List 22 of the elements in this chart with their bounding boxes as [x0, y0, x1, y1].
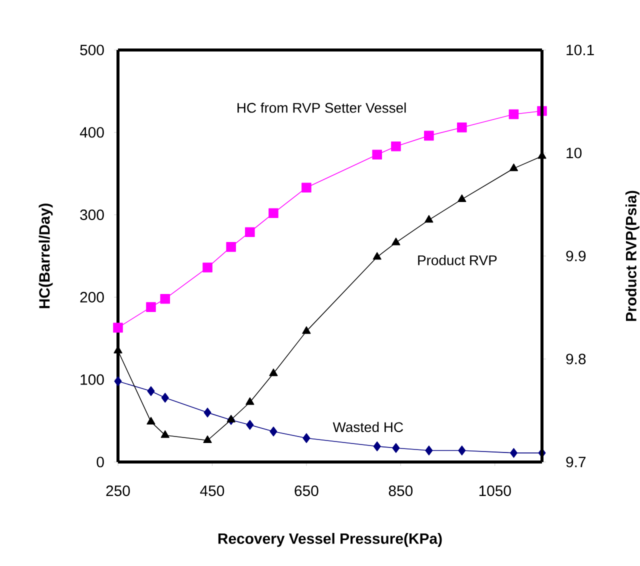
- y2-tick-label: 9.7: [566, 456, 586, 468]
- y-tick-label: 100: [80, 374, 104, 385]
- y-axis-title: HC(Barrel/Day): [38, 204, 53, 308]
- x-tick-label: 1050: [479, 486, 511, 496]
- x-tick-label: 250: [106, 486, 130, 496]
- x-tick-label: 850: [388, 486, 413, 496]
- y2-tick-label: 10.1: [566, 44, 594, 56]
- y-tick-label: 500: [80, 44, 104, 56]
- y2-axis-title: Product RVP(Psia): [625, 190, 640, 321]
- y-tick-label: 300: [80, 210, 104, 220]
- y2-tick-label: 10: [566, 148, 582, 158]
- x-tick-label: 650: [294, 486, 318, 496]
- series-label: Product RVP: [418, 254, 497, 266]
- y-tick-label: 400: [80, 127, 104, 138]
- y2-tick-label: 9.8: [566, 354, 586, 364]
- series-label: HC from RVP Setter Vessel: [238, 102, 406, 113]
- y2-tick-label: 9.9: [566, 250, 586, 262]
- x-tick-label: 450: [200, 486, 224, 496]
- series-label: Wasted HC: [332, 422, 404, 432]
- y-tick-label: 200: [80, 292, 104, 302]
- x-axis-title: Recovery Vessel Pressure(KPa): [218, 532, 442, 547]
- y-tick-label: 0: [96, 456, 104, 468]
